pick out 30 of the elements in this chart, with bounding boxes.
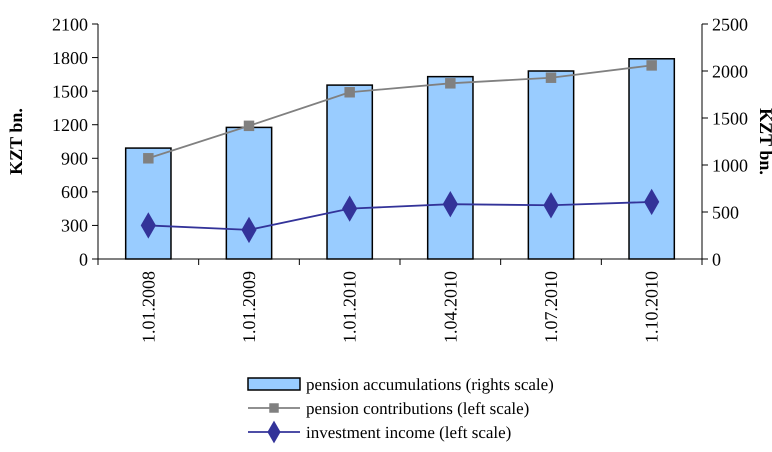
x-tick-label: 1.07.2010 bbox=[541, 271, 561, 343]
point bbox=[646, 60, 657, 71]
x-tick-label: 1.01.2010 bbox=[340, 271, 360, 343]
y2-tick-label: 1500 bbox=[712, 108, 748, 128]
y-tick-label: 1500 bbox=[52, 81, 88, 102]
legend-label: pension contributions (left scale) bbox=[306, 398, 530, 418]
legend-label: investment income (left scale) bbox=[306, 422, 512, 442]
point bbox=[143, 153, 154, 164]
y2-tick-label: 500 bbox=[712, 202, 739, 222]
y-tick-label: 1200 bbox=[52, 115, 88, 136]
y2-tick-label: 2000 bbox=[712, 61, 748, 82]
legend-label: pension accumulations (rights scale) bbox=[306, 374, 554, 394]
point bbox=[546, 72, 556, 83]
point bbox=[445, 78, 456, 89]
y-tick-label: 0 bbox=[79, 249, 88, 270]
y-tick-label: 300 bbox=[61, 216, 88, 236]
y-axis-title: KZT bn. bbox=[6, 108, 26, 175]
x-tick-label: 1.04.2010 bbox=[440, 271, 460, 343]
point bbox=[244, 120, 254, 132]
y2-tick-label: 0 bbox=[712, 249, 721, 270]
y-tick-label: 900 bbox=[61, 148, 88, 169]
y-tick-label: 2100 bbox=[52, 14, 88, 34]
y-tick-label: 1800 bbox=[52, 48, 88, 68]
y-tick-label: 600 bbox=[61, 182, 88, 202]
point bbox=[344, 87, 355, 98]
y2-tick-label: 2500 bbox=[712, 14, 748, 34]
y2-tick-label: 1000 bbox=[712, 155, 748, 176]
x-tick-label: 1.10.2010 bbox=[642, 271, 662, 343]
x-tick-label: 1.01.2009 bbox=[239, 271, 259, 343]
x-tick-label: 1.01.2008 bbox=[138, 271, 158, 343]
